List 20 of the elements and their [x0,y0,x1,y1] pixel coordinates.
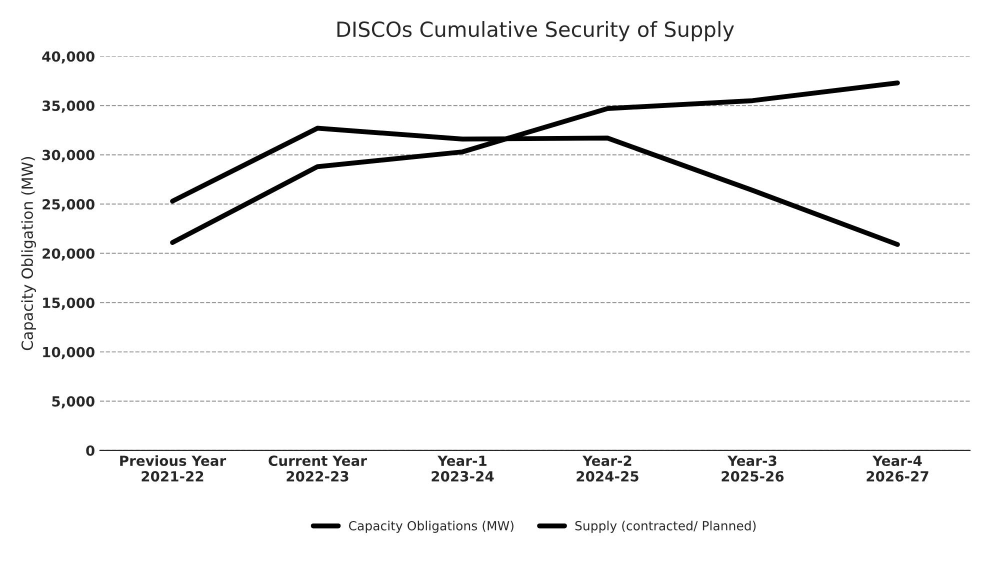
chart-title: DISCOs Cumulative Security of Supply [337,21,734,42]
y-tick-label: 40,000 [42,51,94,64]
x-tick-label: Year-2 2024-25 [576,456,638,482]
legend-label: Capacity Obligations (MW) [348,520,514,533]
y-tick-label: 5,000 [52,396,94,408]
y-tick-label: 15,000 [43,298,94,310]
x-tick-label: Year-3 2025-26 [722,456,784,482]
y-tick-label: 0 [86,445,94,456]
legend-label: Supply (contracted/ Planned) [575,520,756,533]
y-tick-label: 30,000 [42,150,94,162]
y-tick-label: 35,000 [42,100,94,113]
y-tick-label: 10,000 [43,346,94,360]
x-tick-label: Previous Year 2021-22 [120,455,226,482]
y-axis-title: Capacity Obligation (MW) [21,157,36,350]
y-tick-label: 20,000 [42,248,94,261]
x-tick-label: Year-1 2023-24 [432,456,494,482]
line-series [170,80,900,245]
y-tick-label: 25,000 [42,199,94,212]
x-tick-label: Year-4 2026-27 [866,456,928,482]
x-tick-label: Current Year 2022-23 [268,456,367,482]
